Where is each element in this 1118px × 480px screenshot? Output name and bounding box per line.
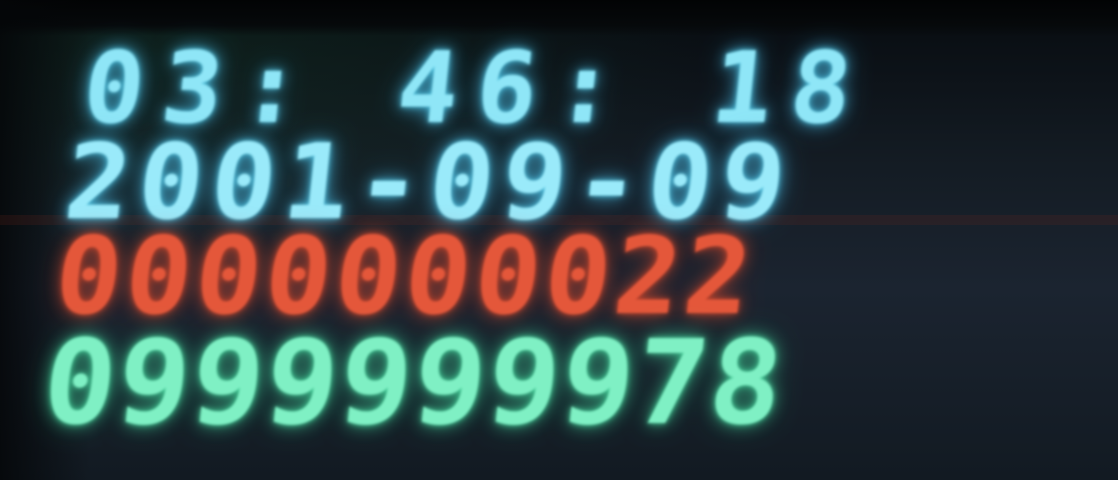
green-counter-readout: 0999999978 <box>36 316 792 451</box>
display-left-bezel <box>0 0 90 480</box>
display-top-bezel <box>0 0 1118 36</box>
red-counter-readout: 0000000022 <box>49 215 762 338</box>
glass-reflection-band <box>0 215 1118 225</box>
